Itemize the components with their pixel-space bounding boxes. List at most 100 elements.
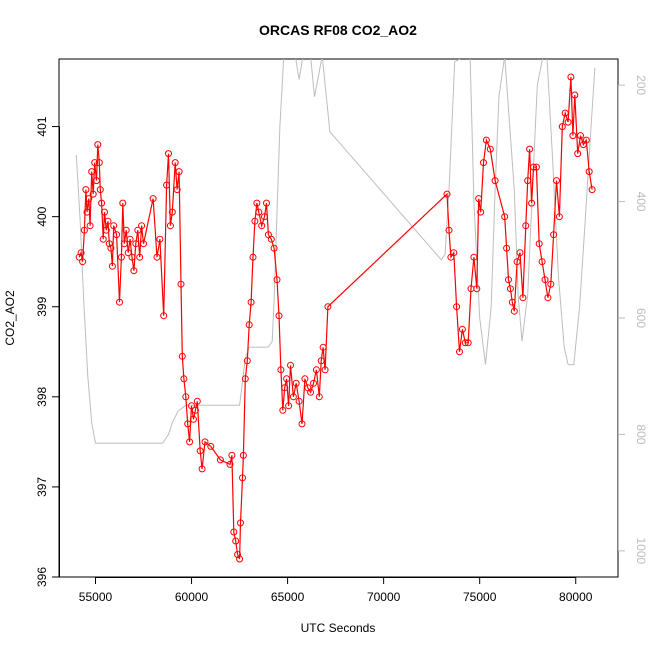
y2-tick-label: 400 (634, 192, 648, 212)
co2-point (113, 231, 121, 239)
co2-point (186, 438, 194, 446)
co2-point (226, 460, 234, 468)
co2-point (91, 159, 99, 167)
y-axis-label: CO2_AO2 (3, 290, 17, 346)
co2-point (567, 73, 575, 81)
co2-point (289, 393, 297, 401)
co2-point (247, 298, 255, 306)
co2-point (173, 186, 181, 194)
co2-point (124, 249, 132, 257)
altitude-line (75, 59, 596, 444)
co2-point (149, 195, 157, 203)
co2-point (273, 276, 281, 284)
co2-point (473, 285, 481, 293)
co2-point (107, 244, 115, 252)
co2-point (122, 226, 130, 234)
x-axis: 55000 60000 65000 70000 75000 80000 (79, 577, 593, 604)
co2-point (261, 213, 268, 221)
co2-point (180, 375, 188, 383)
x-axis-label: UTC Seconds (301, 621, 376, 635)
co2-point (287, 361, 294, 369)
co2-point (156, 235, 164, 243)
co2-point (165, 150, 172, 158)
plot-frame (58, 58, 619, 578)
x-tick-label: 65000 (271, 590, 305, 604)
co2-point (574, 150, 582, 158)
co2-point (541, 276, 549, 284)
co2-point (324, 303, 332, 311)
co2-point (253, 199, 261, 207)
x-tick-label: 55000 (79, 590, 113, 604)
co2-point (577, 132, 584, 140)
co2-point (532, 163, 540, 171)
co2-point (175, 168, 183, 176)
co2-point (285, 402, 293, 410)
co2-point (75, 253, 83, 261)
co2-point (93, 177, 100, 185)
co2-point (232, 537, 240, 545)
co2-point (279, 406, 287, 414)
x-tick-label: 75000 (463, 590, 497, 604)
co2-point (251, 217, 259, 225)
co2-point (102, 226, 110, 234)
co2-point (275, 312, 283, 320)
y2-tick-label: 800 (634, 424, 648, 444)
co2-point (561, 109, 569, 117)
co2-point (450, 249, 458, 257)
co2-point (104, 217, 112, 225)
co2-point (558, 123, 566, 131)
co2-point (547, 280, 555, 288)
co2-point (464, 339, 472, 347)
co2-point (538, 258, 546, 266)
co2-point (277, 366, 285, 374)
co2-point (177, 280, 185, 288)
co2-point (89, 190, 97, 198)
co2-point (207, 442, 215, 450)
co2-point (230, 528, 238, 536)
co2-point (564, 118, 572, 126)
co2-point (550, 231, 558, 239)
series-layer (75, 59, 596, 563)
co2-point (184, 420, 192, 428)
co2-point (245, 321, 253, 329)
co2-point (544, 294, 552, 302)
co2-point (258, 222, 266, 230)
co2-point (530, 163, 537, 171)
co2-point (237, 519, 244, 527)
co2-point (475, 195, 483, 203)
co2-point (126, 235, 134, 243)
co2-point (178, 352, 186, 360)
co2-point (588, 186, 596, 194)
co2-point (321, 366, 329, 374)
co2-point (524, 177, 532, 185)
x-tick-label: 70000 (367, 590, 401, 604)
co2-point (480, 159, 487, 167)
co2-point (298, 420, 306, 428)
co2-point (571, 91, 579, 99)
y-tick-label: 401 (35, 116, 49, 136)
co2-point (267, 235, 275, 243)
co2-point (239, 451, 247, 459)
co2-point (198, 465, 206, 473)
co2-point (241, 375, 249, 383)
co2-point (319, 343, 327, 351)
co2-point (101, 208, 108, 216)
co2-point (216, 456, 224, 464)
co2-point (117, 253, 125, 261)
co2-point (168, 208, 176, 216)
y-tick-label: 398 (35, 386, 49, 406)
x-tick-label: 60000 (175, 590, 209, 604)
co2-point (136, 253, 144, 261)
y2-tick-label: 1000 (634, 537, 648, 564)
co2-point (456, 348, 463, 356)
co2-point (508, 298, 516, 306)
co2-point (190, 415, 197, 423)
y2-tick-label: 200 (634, 75, 648, 95)
co2-point (196, 447, 204, 455)
co2-point (140, 240, 147, 248)
co2-point (519, 294, 527, 302)
co2-point (281, 384, 289, 392)
secondary-y-axis: 200 400 600 800 1000 (618, 75, 648, 564)
co2-point (86, 222, 94, 230)
co2-point (513, 258, 521, 266)
